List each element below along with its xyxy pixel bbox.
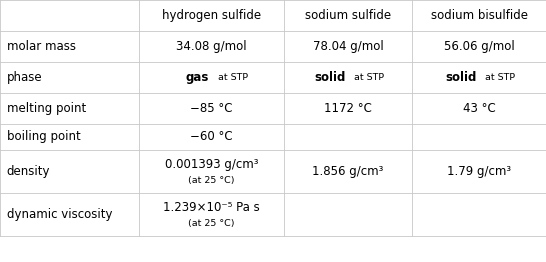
Text: melting point: melting point xyxy=(7,102,86,115)
Text: at STP: at STP xyxy=(479,73,515,82)
Text: −60 °C: −60 °C xyxy=(190,130,233,143)
Text: dynamic viscosity: dynamic viscosity xyxy=(7,208,112,221)
Text: 78.04 g/mol: 78.04 g/mol xyxy=(313,40,383,53)
Text: (at 25 °C): (at 25 °C) xyxy=(188,176,235,185)
Text: sodium sulfide: sodium sulfide xyxy=(305,9,391,22)
Text: density: density xyxy=(7,165,50,178)
Text: hydrogen sulfide: hydrogen sulfide xyxy=(162,9,261,22)
Text: solid: solid xyxy=(314,71,345,84)
Text: 1.79 g/cm³: 1.79 g/cm³ xyxy=(447,165,511,178)
Text: sodium bisulfide: sodium bisulfide xyxy=(431,9,527,22)
Text: boiling point: boiling point xyxy=(7,130,80,143)
Text: 0.001393 g/cm³: 0.001393 g/cm³ xyxy=(165,158,258,171)
Text: 1.856 g/cm³: 1.856 g/cm³ xyxy=(312,165,384,178)
Text: 34.08 g/mol: 34.08 g/mol xyxy=(176,40,247,53)
Text: molar mass: molar mass xyxy=(7,40,75,53)
Text: 1172 °C: 1172 °C xyxy=(324,102,372,115)
Text: −85 °C: −85 °C xyxy=(191,102,233,115)
Text: phase: phase xyxy=(7,71,42,84)
Text: 56.06 g/mol: 56.06 g/mol xyxy=(444,40,514,53)
Text: at STP: at STP xyxy=(212,73,248,82)
Text: at STP: at STP xyxy=(348,73,384,82)
Text: 1.239×10⁻⁵ Pa s: 1.239×10⁻⁵ Pa s xyxy=(163,201,260,214)
Text: 43 °C: 43 °C xyxy=(463,102,495,115)
Text: (at 25 °C): (at 25 °C) xyxy=(188,219,235,228)
Text: gas: gas xyxy=(186,71,209,84)
Text: solid: solid xyxy=(445,71,476,84)
